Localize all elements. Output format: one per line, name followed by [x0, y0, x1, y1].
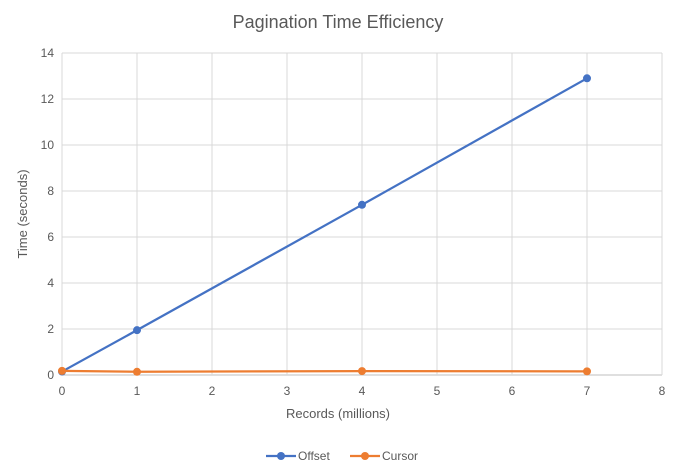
legend-marker-offset [277, 452, 285, 460]
data-point-cursor [358, 367, 366, 376]
legend-label-offset: Offset [298, 449, 330, 463]
chart-title: Pagination Time Efficiency [233, 12, 444, 32]
x-tick-label: 4 [359, 384, 366, 398]
y-tick-label: 6 [47, 230, 54, 244]
series-line-offset [61, 77, 588, 373]
x-tick-label: 0 [59, 384, 66, 398]
legend-label-cursor: Cursor [382, 449, 418, 463]
y-tick-label: 12 [41, 92, 55, 106]
y-tick-label: 10 [41, 138, 55, 152]
x-axis-label: Records (millions) [286, 406, 390, 421]
legend-marker-cursor [361, 452, 369, 460]
x-tick-label: 3 [284, 384, 291, 398]
data-point-cursor [58, 366, 66, 375]
y-tick-label: 8 [47, 184, 54, 198]
x-tick-label: 8 [659, 384, 666, 398]
series-line-cursor [61, 369, 588, 373]
x-tick-label: 7 [584, 384, 591, 398]
x-tick-label: 1 [134, 384, 141, 398]
x-tick-label: 5 [434, 384, 441, 398]
x-tick-label: 2 [209, 384, 216, 398]
x-tick-label: 6 [509, 384, 516, 398]
y-axis-label: Time (seconds) [15, 169, 30, 258]
data-point-offset [583, 74, 591, 83]
data-point-offset [358, 200, 366, 209]
data-point-cursor [133, 367, 141, 376]
data-point-offset [133, 326, 141, 335]
y-tick-label: 14 [41, 46, 55, 60]
y-tick-label: 2 [47, 322, 54, 336]
y-tick-label: 4 [47, 276, 54, 290]
y-tick-label: 0 [47, 368, 54, 382]
data-point-cursor [583, 367, 591, 376]
